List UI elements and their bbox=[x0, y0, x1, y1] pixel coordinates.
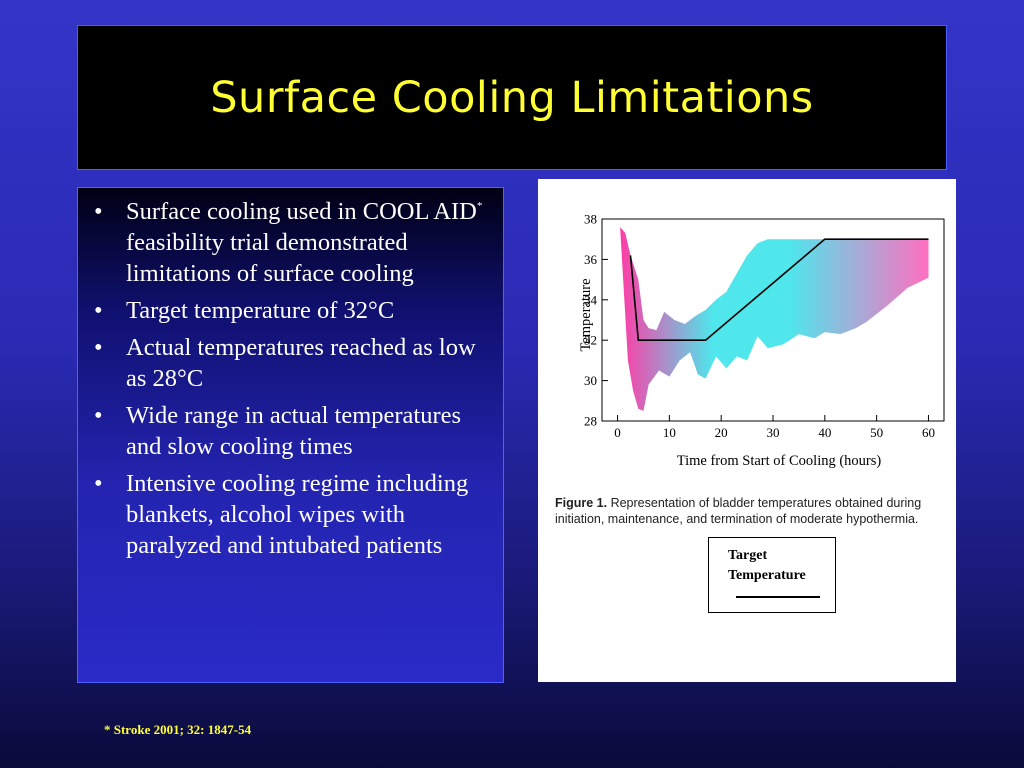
y-tick-label: 36 bbox=[584, 252, 598, 267]
temperature-range-band bbox=[620, 227, 929, 411]
x-tick-label: 0 bbox=[614, 425, 621, 440]
x-tick-label: 50 bbox=[870, 425, 883, 440]
bullet-item: • Surface cooling used in COOL AID* feasi… bbox=[86, 196, 491, 289]
legend-line-swatch bbox=[736, 596, 820, 598]
x-tick-label: 20 bbox=[715, 425, 728, 440]
bullet-item: • Intensive cooling regime including blan… bbox=[86, 468, 491, 561]
bullet-marker: • bbox=[94, 470, 103, 497]
y-axis-label: Temperature bbox=[578, 278, 594, 351]
bullet-marker: • bbox=[94, 402, 103, 429]
target-temperature-line bbox=[629, 238, 929, 341]
x-tick-label: 10 bbox=[663, 425, 676, 440]
caption-label: Figure 1. bbox=[555, 496, 608, 510]
bullet-item: • Target temperature of 32°C bbox=[86, 295, 491, 326]
bullet-item: • Actual temperatures reached as low as 2… bbox=[86, 332, 491, 394]
bullet-text: Wide range in actual temperatures and sl… bbox=[126, 402, 462, 460]
x-tick-label: 40 bbox=[818, 425, 831, 440]
bullet-text: Surface cooling used in COOL AID bbox=[126, 198, 477, 225]
bullet-text: Actual temperatures reached as low as 28… bbox=[126, 334, 476, 392]
bullet-marker: • bbox=[94, 297, 103, 324]
bullet-text: Target temperature of 32°C bbox=[126, 297, 395, 324]
bullet-panel: • Surface cooling used in COOL AID* feasi… bbox=[77, 187, 504, 683]
x-tick-label: 60 bbox=[922, 425, 935, 440]
legend-box: Target Temperature bbox=[708, 537, 836, 613]
bullet-marker: • bbox=[94, 198, 103, 225]
x-tick-label: 30 bbox=[767, 425, 780, 440]
figure-caption: Figure 1. Representation of bladder temp… bbox=[555, 495, 950, 527]
bullet-marker: • bbox=[94, 334, 103, 361]
temperature-chart: 28 30 32 34 36 38 0 10 20 30 40 50 60 Time from Start… bbox=[578, 212, 945, 469]
y-tick-label: 28 bbox=[584, 414, 597, 429]
y-tick-label: 38 bbox=[584, 212, 597, 227]
footnote-marker: * bbox=[476, 200, 483, 212]
bullet-text-continued: feasibility trial demonstrated limitatio… bbox=[126, 229, 414, 287]
footnote: * Stroke 2001; 32: 1847-54 bbox=[104, 722, 252, 737]
caption-text: Representation of bladder temperatures o… bbox=[555, 496, 922, 526]
bullet-list: • Surface cooling used in COOL AID* feasi… bbox=[86, 196, 491, 561]
x-axis-label: Time from Start of Cooling (hours) bbox=[677, 453, 882, 469]
y-tick-label: 32 bbox=[584, 333, 597, 348]
bullet-text: Intensive cooling regime including blank… bbox=[126, 470, 469, 559]
y-tick-label: 30 bbox=[584, 373, 597, 388]
bullet-item: • Wide range in actual temperatures and s… bbox=[86, 400, 491, 462]
title-panel: Surface Cooling Limitations bbox=[77, 25, 947, 170]
legend-label: Target Temperature bbox=[728, 548, 806, 583]
y-tick-label: 34 bbox=[584, 292, 598, 307]
slide-title: Surface Cooling Limitations bbox=[210, 72, 814, 123]
figure-panel: 28 30 32 34 36 38 0 10 20 30 40 50 60 Time from Start… bbox=[538, 179, 956, 682]
